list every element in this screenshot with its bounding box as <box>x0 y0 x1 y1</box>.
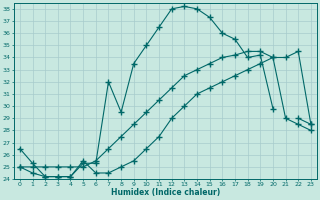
X-axis label: Humidex (Indice chaleur): Humidex (Indice chaleur) <box>111 188 220 197</box>
